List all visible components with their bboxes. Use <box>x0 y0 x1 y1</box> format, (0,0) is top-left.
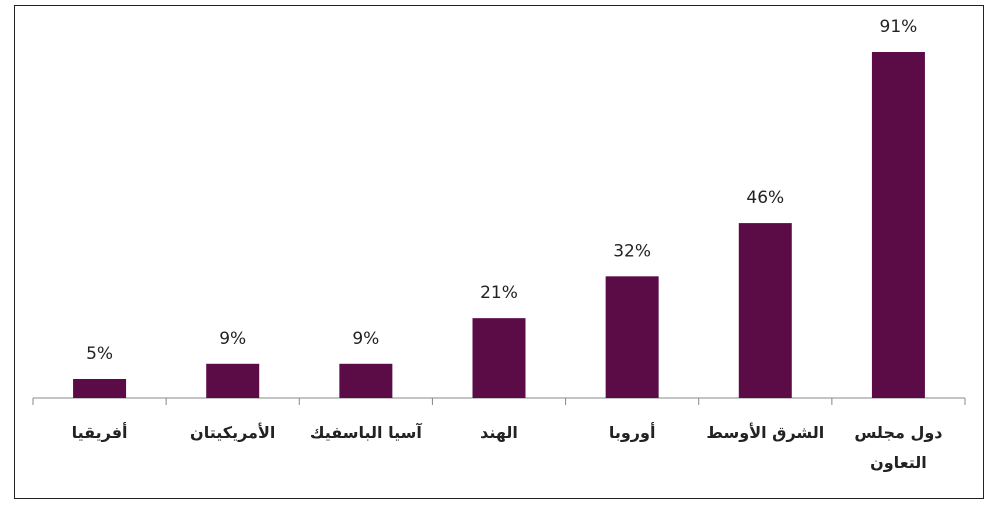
bar <box>472 318 526 398</box>
data-label: 9% <box>352 329 379 349</box>
data-label: 91% <box>880 17 918 37</box>
x-tick-label: الهند <box>480 423 518 442</box>
data-label: 32% <box>613 241 651 261</box>
x-tick-label: آسيا الباسفيك <box>309 423 422 442</box>
data-label: 5% <box>86 344 113 364</box>
x-tick-label: أوروبا <box>608 423 656 442</box>
bar <box>738 223 792 398</box>
bar <box>73 378 127 398</box>
chart-frame <box>14 5 984 499</box>
x-tick-label: أفريقيا <box>71 423 128 442</box>
bar <box>871 52 925 398</box>
data-label: 21% <box>480 283 518 303</box>
x-tick-label: الشرق الأوسط <box>706 423 825 442</box>
bar <box>206 363 260 398</box>
bar <box>605 276 659 398</box>
x-tick-label: الأمريكيتان <box>190 423 276 442</box>
data-label: 9% <box>219 329 246 349</box>
bar <box>339 363 393 398</box>
data-label: 46% <box>746 188 784 208</box>
x-tick-label: دول مجلس التعاون <box>854 423 943 472</box>
